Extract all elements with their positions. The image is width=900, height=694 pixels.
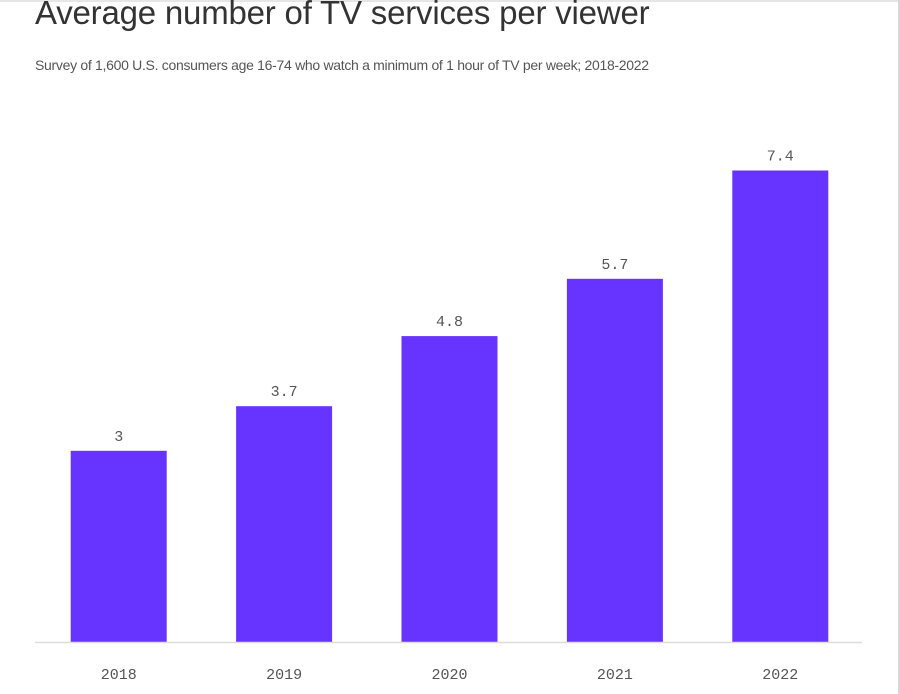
value-label-2022: 7.4 [767,149,794,166]
bar-2018 [70,450,167,642]
x-tick-label-2022: 2022 [762,667,798,684]
value-label-2020: 4.8 [436,314,463,331]
value-labels-layer: 3 3.7 4.8 5.7 7.4 [114,149,794,446]
bar-2022 [732,170,829,642]
value-label-2021: 5.7 [601,257,628,274]
bar-2021 [566,278,663,642]
chart-subtitle: Survey of 1,600 U.S. consumers age 16-74… [35,57,649,73]
window-top-border [0,0,900,2]
bar-2019 [236,406,333,642]
value-label-2019: 3.7 [271,384,298,401]
bar-2020 [401,336,498,642]
window-right-border [898,0,900,694]
chart-title: Average number of TV services per viewer [35,0,650,31]
x-tick-label-2021: 2021 [597,667,633,684]
bars-layer [70,170,829,642]
x-tick-label-2019: 2019 [266,667,302,684]
x-tick-label-2020: 2020 [431,667,467,684]
value-label-2018: 3 [114,429,123,446]
x-tick-label-2018: 2018 [101,667,137,684]
x-tick-labels-layer: 2018 2019 2020 2021 2022 [101,667,799,684]
